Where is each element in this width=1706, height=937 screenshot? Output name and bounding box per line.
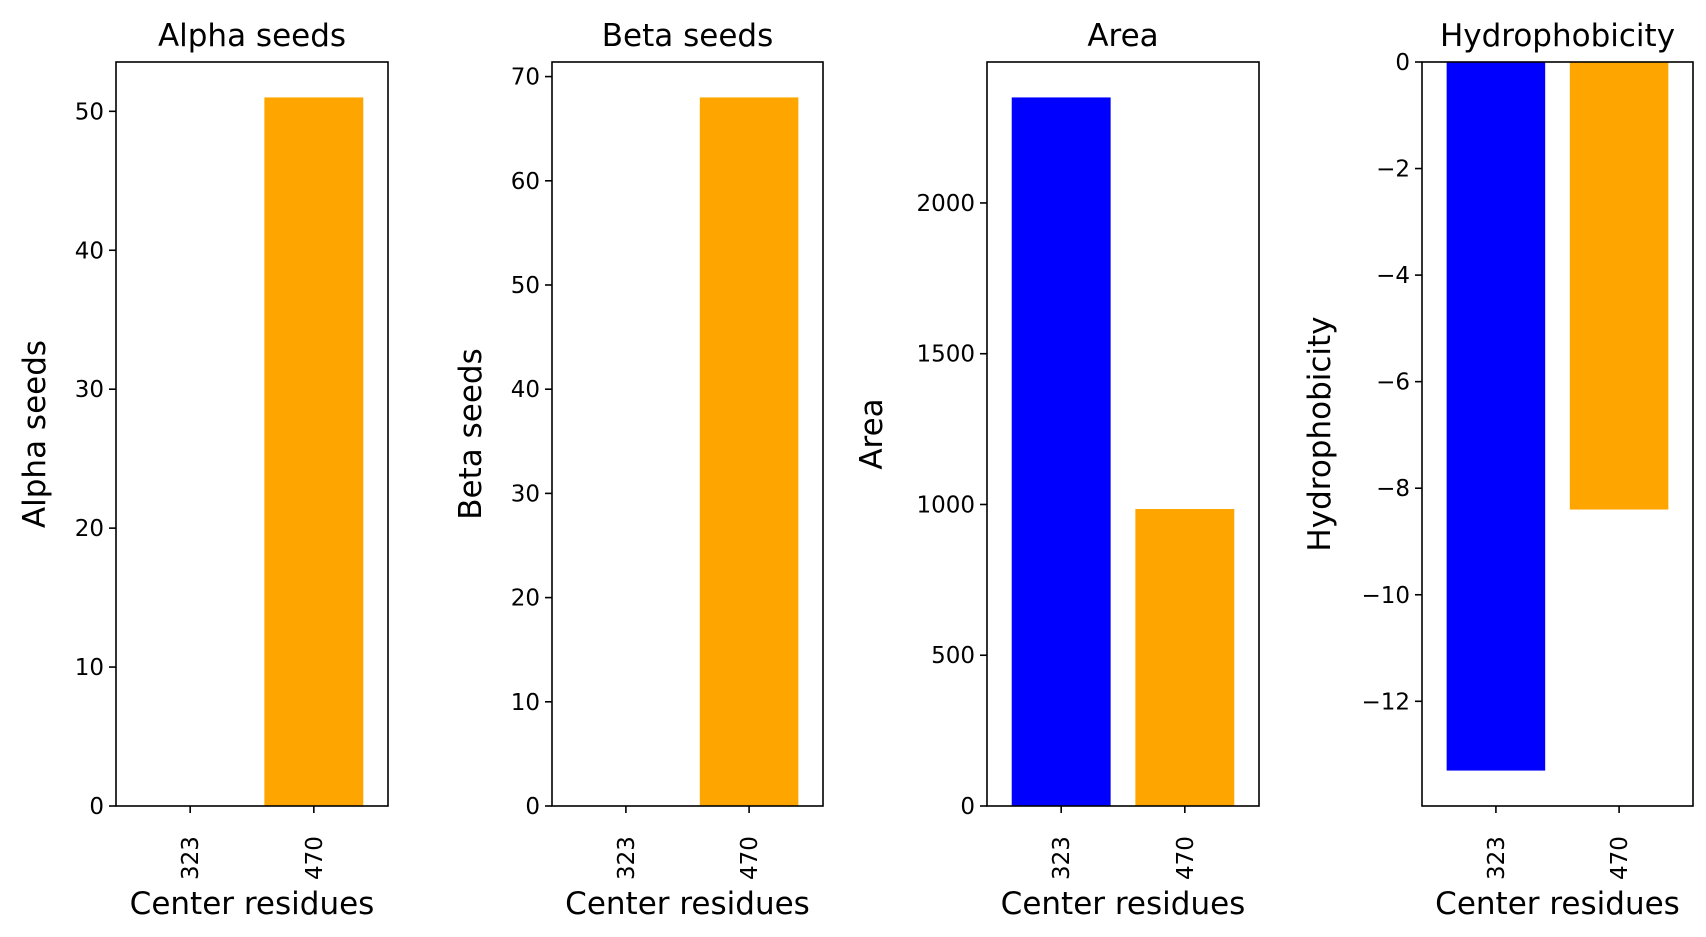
y-tick-label: 2000: [916, 191, 975, 217]
x-tick-label: 470: [302, 836, 328, 880]
y-axis-label: Beta seeds: [453, 348, 489, 519]
y-tick-label: 500: [931, 643, 975, 669]
axes-frame: [551, 61, 824, 807]
bar-470: [1135, 509, 1235, 806]
chart-title: Hydrophobicity: [1440, 18, 1675, 54]
y-tick-label: 40: [75, 238, 104, 264]
y-tick-label: 50: [75, 99, 104, 125]
x-tick-label: 470: [1173, 836, 1199, 880]
bar-470: [699, 97, 799, 806]
x-tick-label: 323: [1484, 836, 1510, 880]
y-axis-label: Area: [854, 398, 890, 469]
subplot-4: 0 −2 −4 −6 −8 −10 −12 323 470 Hydrophobicity Cente…: [1302, 18, 1694, 922]
x-tick-label: 470: [1607, 836, 1633, 880]
y-tick-label: 10: [75, 655, 104, 681]
y-tick-label: 70: [511, 65, 540, 91]
bar-470: [1569, 62, 1669, 510]
y-tick-label: 30: [511, 481, 540, 507]
axes-frame: [1421, 61, 1694, 807]
y-tick-label: −12: [1361, 689, 1410, 715]
y-axis-label: Alpha seeds: [17, 340, 53, 528]
axes-frame: [986, 61, 1260, 807]
x-tick-label: 323: [1049, 836, 1075, 880]
y-tick-label: −2: [1376, 157, 1410, 183]
x-axis-label: Center residues: [1435, 886, 1680, 922]
axes-frame: [115, 61, 389, 807]
y-axis-label: Hydrophobicity: [1302, 316, 1338, 551]
y-tick-label: 0: [525, 794, 540, 820]
chart-title: Area: [1087, 18, 1158, 54]
subplot-2: 0 10 20 30 40 50 60 70 323 470 Beta seeds Center re…: [453, 18, 824, 922]
y-tick-label: 50: [511, 273, 540, 299]
bar-470: [264, 97, 364, 806]
y-tick-label: 1000: [916, 492, 975, 518]
y-tick-label: 40: [511, 377, 540, 403]
chart-title: Beta seeds: [602, 18, 773, 54]
y-tick-label: −6: [1376, 370, 1410, 396]
y-tick-label: 60: [511, 169, 540, 195]
x-tick-label: 470: [737, 836, 763, 880]
x-tick-label: 323: [614, 836, 640, 880]
bar-323: [1011, 97, 1111, 806]
chart-title: Alpha seeds: [158, 18, 346, 54]
y-tick-label: 10: [511, 690, 540, 716]
y-tick-label: 1500: [916, 342, 975, 368]
y-tick-label: −10: [1361, 583, 1410, 609]
y-tick-label: −4: [1376, 263, 1410, 289]
x-axis-label: Center residues: [130, 886, 375, 922]
y-tick-label: 20: [75, 516, 104, 542]
bar-323: [1446, 62, 1546, 771]
y-tick-label: 0: [89, 794, 104, 820]
x-tick-label: 323: [178, 836, 204, 880]
subplot-1: 0 10 20 30 40 50 323 470 Alpha seeds Center resid…: [17, 18, 389, 922]
y-tick-label: 0: [1395, 50, 1410, 76]
y-tick-label: 30: [75, 377, 104, 403]
y-tick-label: −8: [1376, 476, 1410, 502]
subplot-3: 0 500 1000 1500 2000 323 470 Area Center residue…: [854, 18, 1260, 922]
x-axis-label: Center residues: [565, 886, 810, 922]
y-tick-label: 20: [511, 586, 540, 612]
x-axis-label: Center residues: [1001, 886, 1246, 922]
y-tick-label: 0: [960, 794, 975, 820]
